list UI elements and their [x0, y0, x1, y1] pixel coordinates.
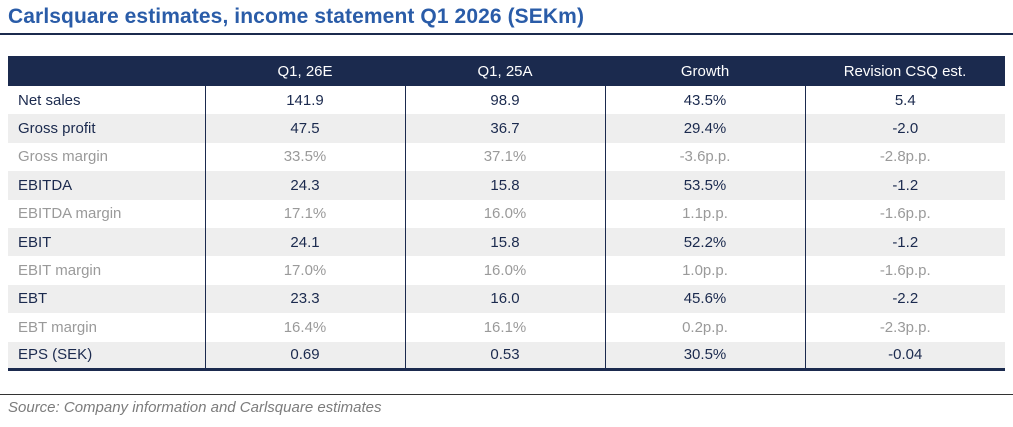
row-value: 16.0% [404, 199, 605, 228]
row-value: 1.1p.p. [604, 199, 805, 228]
row-value: 141.9 [204, 86, 405, 115]
row-label: EBITDA margin [18, 205, 122, 223]
income-statement-table: Q1, 26E Q1, 25A Growth Revision CSQ est.… [8, 56, 1005, 372]
row-value: 0.53 [404, 341, 605, 370]
header-row: Q1, 26E Q1, 25A Growth Revision CSQ est. [8, 56, 1005, 86]
row-value: -2.8p.p. [804, 142, 1005, 172]
row-value: 47.5 [204, 114, 405, 143]
row-value: 33.5% [204, 142, 405, 172]
title-underline [0, 33, 1013, 35]
row-label: EBT [18, 290, 48, 308]
table-row: EBITDA margin 17.1% 16.0% 1.1p.p. -1.6p.p. [8, 199, 1005, 228]
source-note: Source: Company information and Carlsqua… [8, 399, 382, 417]
table-row: EPS (SEK) 0.69 0.53 30.5% -0.04 [8, 341, 1005, 370]
row-label: Gross margin [18, 148, 109, 166]
row-value: 1.0p.p. [604, 256, 805, 285]
row-value: -0.04 [804, 341, 1005, 370]
row-label: Gross profit [18, 120, 96, 138]
row-label: Net sales [18, 91, 81, 109]
row-value: 15.8 [404, 227, 605, 257]
row-value: 23.3 [204, 284, 405, 314]
row-value: -2.0 [804, 114, 1005, 143]
row-value: 52.2% [604, 227, 805, 257]
table-row: Net sales 141.9 98.9 43.5% 5.4 [8, 86, 1005, 115]
row-value: -2.2 [804, 284, 1005, 314]
row-value: -3.6p.p. [604, 142, 805, 172]
row-label: EPS (SEK) [18, 346, 93, 364]
table-row: EBT margin 16.4% 16.1% 0.2p.p. -2.3p.p. [8, 313, 1005, 342]
header-cell-growth: Growth [605, 56, 805, 86]
row-value: 98.9 [404, 86, 605, 115]
row-value: 16.0 [404, 284, 605, 314]
row-label: EBT margin [18, 318, 97, 336]
row-label: EBITDA [18, 176, 73, 194]
row-value: 17.0% [204, 256, 405, 285]
header-cell-metric [8, 56, 205, 86]
row-value: 36.7 [404, 114, 605, 143]
row-value: 24.1 [204, 227, 405, 257]
table-header: Q1, 26E Q1, 25A Growth Revision CSQ est. [8, 56, 1005, 86]
row-value: 15.8 [404, 171, 605, 200]
row-value: 16.1% [404, 313, 605, 342]
row-value: 43.5% [604, 86, 805, 115]
row-value: 16.4% [204, 313, 405, 342]
row-value: -1.6p.p. [804, 199, 1005, 228]
table-row: Gross profit 47.5 36.7 29.4% -2.0 [8, 114, 1005, 143]
income-table-body: Net sales 141.9 98.9 43.5% 5.4 Gross profit 47… [8, 86, 1005, 370]
row-value: 30.5% [604, 341, 805, 370]
row-value: 17.1% [204, 199, 405, 228]
row-value: -1.2 [804, 227, 1005, 257]
table-row: EBT 23.3 16.0 45.6% -2.2 [8, 284, 1005, 314]
row-value: 0.2p.p. [604, 313, 805, 342]
row-value: 16.0% [404, 256, 605, 285]
header-cell-q1-26e: Q1, 26E [205, 56, 405, 86]
table-row: EBITDA 24.3 15.8 53.5% -1.2 [8, 171, 1005, 200]
row-value: -1.2 [804, 171, 1005, 200]
row-value: -1.6p.p. [804, 256, 1005, 285]
row-value: 24.3 [204, 171, 405, 200]
row-value: -2.3p.p. [804, 313, 1005, 342]
header-cell-revision: Revision CSQ est. [805, 56, 1005, 86]
table-row: EBIT margin 17.0% 16.0% 1.0p.p. -1.6p.p. [8, 256, 1005, 285]
row-value: 5.4 [804, 86, 1005, 115]
table-row: Gross margin 33.5% 37.1% -3.6p.p. -2.8p.p. [8, 142, 1005, 172]
row-label: EBIT [18, 233, 52, 251]
figure-title: Carlsquare estimates, income statement Q… [8, 5, 585, 28]
row-value: 53.5% [604, 171, 805, 200]
source-divider [0, 394, 1013, 396]
header-cell-q1-25a: Q1, 25A [405, 56, 605, 86]
row-value: 29.4% [604, 114, 805, 143]
row-label: EBIT margin [18, 262, 102, 280]
row-value: 37.1% [404, 142, 605, 172]
row-value: 45.6% [604, 284, 805, 314]
row-value: 0.69 [204, 341, 405, 370]
table-row: EBIT 24.1 15.8 52.2% -1.2 [8, 227, 1005, 257]
